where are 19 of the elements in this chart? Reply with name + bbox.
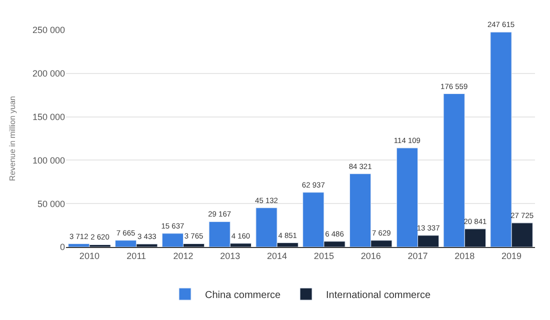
x-tick-label: 2018 [454, 250, 475, 261]
x-tick-label: 2011 [126, 250, 146, 261]
x-tick-label: 2014 [267, 250, 288, 261]
x-tick-label: 2016 [360, 250, 381, 261]
x-tick-label: 2012 [173, 250, 194, 261]
y-tick-label: 200 000 [32, 68, 65, 79]
y-tick-label: 150 000 [32, 112, 65, 122]
y-tick-label: 0 [60, 242, 65, 252]
y-tick-label: 50 000 [37, 198, 65, 209]
x-tick-label: 2015 [314, 250, 334, 261]
y-axis-title: Revenue in million yuan [8, 96, 18, 181]
y-tick-label: 100 000 [32, 155, 65, 166]
legend-label: China commerce [205, 290, 282, 301]
y-tick-label: 250 000 [32, 25, 65, 36]
x-tick-label: 2010 [79, 250, 100, 261]
x-tick-label: 2017 [408, 250, 428, 261]
x-tick-label: 2013 [220, 250, 240, 261]
legend-label: International commerce [326, 290, 431, 301]
x-tick-label: 2019 [502, 250, 522, 261]
